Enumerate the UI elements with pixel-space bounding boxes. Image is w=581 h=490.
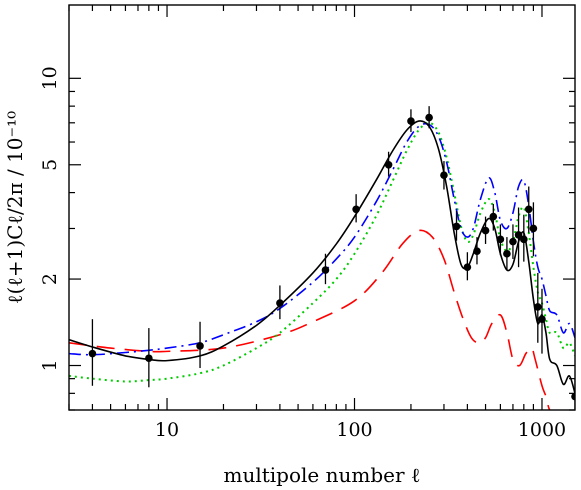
x-axis-label: multipole number ℓ xyxy=(224,463,421,487)
data-point xyxy=(463,263,472,271)
data-point xyxy=(514,231,523,239)
y-axis-label: ℓ(ℓ+1)Cℓ/2π / 10⁻¹⁰ xyxy=(3,111,27,304)
data-point xyxy=(534,303,542,311)
data-point xyxy=(321,266,330,274)
data-point xyxy=(481,226,490,235)
data-point xyxy=(524,205,533,214)
series-line-solid xyxy=(69,120,575,394)
data-point xyxy=(571,392,575,401)
data-point xyxy=(276,299,284,307)
data-point xyxy=(440,171,448,179)
data-point xyxy=(473,247,481,256)
x-tick-label: 100 xyxy=(336,419,372,441)
y-tick-label: 1 xyxy=(39,359,61,371)
data-points-layer xyxy=(88,106,575,410)
data-point xyxy=(509,237,517,246)
data-point xyxy=(88,349,97,358)
data-point xyxy=(496,235,505,244)
series-layer xyxy=(69,120,575,410)
plot-frame xyxy=(68,4,576,411)
data-point xyxy=(538,315,546,323)
data-point xyxy=(489,212,498,221)
y-tick-label: 2 xyxy=(39,273,61,285)
data-point xyxy=(145,354,153,363)
data-point xyxy=(452,222,461,231)
data-point xyxy=(503,249,511,258)
data-point xyxy=(352,205,360,214)
x-tick-label: 1000 xyxy=(518,419,566,441)
data-point xyxy=(384,160,393,169)
series-line-dotted xyxy=(69,121,575,383)
series-line-dashed xyxy=(69,229,567,410)
data-point xyxy=(529,224,538,233)
series-line-dash-dot xyxy=(69,122,575,356)
x-tick-label: 10 xyxy=(155,419,179,441)
axis-ticks xyxy=(68,5,575,411)
y-tick-label: 10 xyxy=(39,66,61,90)
data-point xyxy=(407,117,415,125)
axis-tick-labels: 10 100 1000 1 2 5 10 xyxy=(39,66,566,441)
data-point xyxy=(196,342,204,350)
data-point xyxy=(425,113,433,122)
data-point xyxy=(520,235,528,244)
y-tick-label: 5 xyxy=(39,159,61,171)
